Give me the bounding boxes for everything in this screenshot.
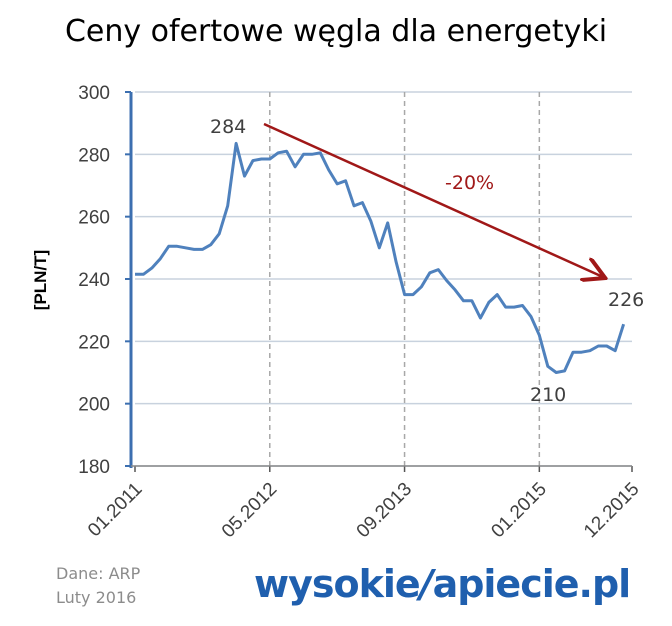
y-axis-label: [PLN/T] [31, 250, 50, 310]
x-tick-label: 01.2015 [487, 479, 550, 542]
horizontal-gridlines [135, 91, 632, 467]
logo-separator: / [419, 562, 434, 606]
annotation-change: -20% [445, 172, 494, 194]
source-line-1: Dane: ARP [56, 564, 141, 583]
y-tick-label: 180 [78, 457, 110, 478]
x-tick-label: 09.2013 [353, 479, 416, 542]
y-tick-label: 300 [78, 83, 110, 104]
annotation-end: 226 [608, 289, 644, 311]
y-tick-label: 280 [78, 145, 110, 166]
logo-part-2: apiecie.pl [432, 562, 632, 606]
vertical-gridlines [134, 92, 633, 472]
x-tick-label: 05.2012 [218, 479, 281, 542]
y-tick-label: 220 [78, 332, 110, 353]
x-tick-labels: 01.2011 05.2012 09.2013 01.2015 12.2015 [84, 479, 643, 542]
series-line [135, 141, 626, 374]
annotation-low: 210 [530, 384, 566, 406]
data-source: Dane: ARP Luty 2016 [56, 562, 140, 610]
chart-title: Ceny ofertowe węgla dla energetyki [64, 14, 608, 49]
x-tick-label: 01.2011 [84, 479, 146, 541]
y-tick-label: 260 [78, 208, 110, 229]
x-tick-label: 12.2015 [580, 479, 643, 542]
trend-arrow [263, 122, 603, 277]
annotation-peak: 284 [210, 116, 246, 138]
logo: wysokie/apiecie.pl [254, 562, 632, 606]
y-tick-labels: 180 200 220 240 260 280 300 [78, 83, 110, 478]
axes [125, 91, 632, 468]
logo-part-1: wysokie [254, 562, 421, 606]
y-tick-label: 200 [78, 395, 110, 416]
y-tick-label: 240 [78, 270, 110, 291]
source-line-2: Luty 2016 [56, 588, 137, 607]
line-chart: 180 200 220 240 260 280 300 01.2011 05.2012 09.2… [31, 83, 644, 542]
